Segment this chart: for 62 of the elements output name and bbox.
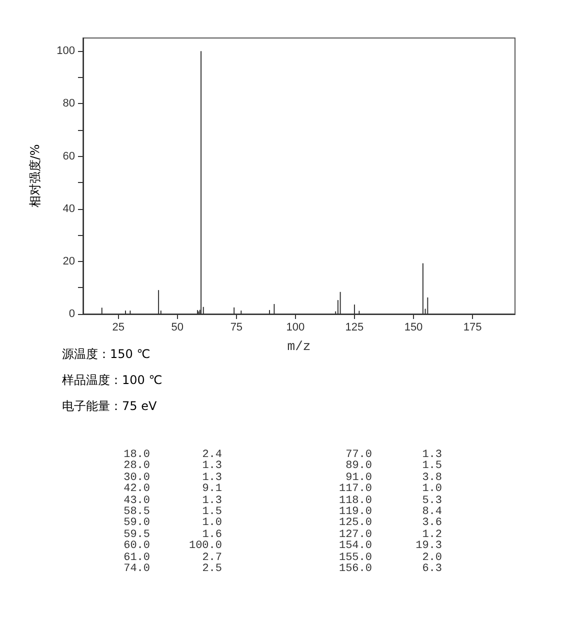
y-tick-label: 100 — [56, 45, 75, 58]
text: 43.0 — [122, 494, 150, 507]
y-axis-title: 相对强度/% — [28, 144, 42, 208]
y-tick-label: 60 — [62, 150, 75, 162]
x-tick-label: 175 — [463, 322, 482, 334]
text: 电子能量：75 eV — [62, 399, 158, 413]
text: 58.5 — [122, 506, 150, 518]
text: 42.0 — [122, 483, 150, 496]
text: 2.0 — [421, 552, 442, 564]
x-tick-label: 125 — [345, 322, 364, 334]
text: 19.3 — [414, 540, 442, 552]
text: 117.0 — [338, 483, 372, 496]
x-tick-label: 150 — [404, 322, 423, 334]
text: 2.5 — [201, 563, 222, 576]
y-tick-label: 20 — [62, 255, 75, 268]
text: 1.0 — [421, 483, 442, 496]
text: 1.3 — [201, 494, 222, 507]
x-tick-label: 25 — [112, 322, 125, 334]
x-tick-label: 50 — [171, 322, 184, 334]
text: 89.0 — [344, 460, 372, 472]
text: 100.0 — [188, 540, 222, 552]
text: 1.6 — [202, 528, 222, 541]
text: 1.3 — [201, 460, 222, 472]
text: 18.0 — [122, 449, 150, 461]
y-tick-label: 80 — [62, 98, 75, 110]
text: 74.0 — [122, 563, 150, 576]
text: 1.5 — [421, 460, 442, 472]
text: 1.5 — [201, 506, 222, 518]
text: 156.0 — [338, 563, 372, 576]
text: 1.3 — [421, 449, 442, 461]
text: 3.8 — [421, 472, 442, 484]
text: 样品温度：100 ℃ — [62, 373, 162, 387]
text: 28.0 — [122, 460, 150, 472]
x-tick-label: 100 — [286, 322, 305, 334]
text: 5.3 — [421, 494, 442, 507]
text: 9.1 — [201, 483, 222, 496]
text: 154.0 — [338, 540, 372, 552]
text: 59.0 — [122, 517, 150, 530]
text: 30.0 — [122, 472, 150, 484]
text: 59.5 — [122, 528, 150, 541]
text: 118.0 — [338, 494, 372, 507]
text: 2.4 — [201, 449, 222, 461]
y-tick-label: 40 — [62, 202, 75, 215]
text: 1.0 — [201, 517, 222, 530]
text: 1.2 — [422, 528, 442, 541]
y-tick-label: 0 — [68, 308, 75, 320]
text: 源温度：150 ℃ — [62, 347, 150, 361]
text: 119.0 — [338, 506, 372, 518]
text: 125.0 — [338, 517, 372, 530]
x-axis-title: m/z — [287, 339, 311, 354]
text: 3.6 — [421, 517, 442, 530]
text: 1.3 — [201, 472, 222, 484]
text: 77.0 — [344, 449, 372, 461]
text: 6.3 — [421, 563, 442, 576]
text: 8.4 — [421, 506, 442, 518]
text: 91.0 — [346, 472, 372, 484]
text: 155.0 — [338, 552, 372, 564]
text: 2.7 — [201, 552, 222, 564]
text: 127.0 — [338, 528, 372, 541]
text: 61.0 — [122, 552, 150, 564]
text: 60.0 — [122, 540, 150, 552]
x-tick-label: 75 — [230, 322, 243, 334]
